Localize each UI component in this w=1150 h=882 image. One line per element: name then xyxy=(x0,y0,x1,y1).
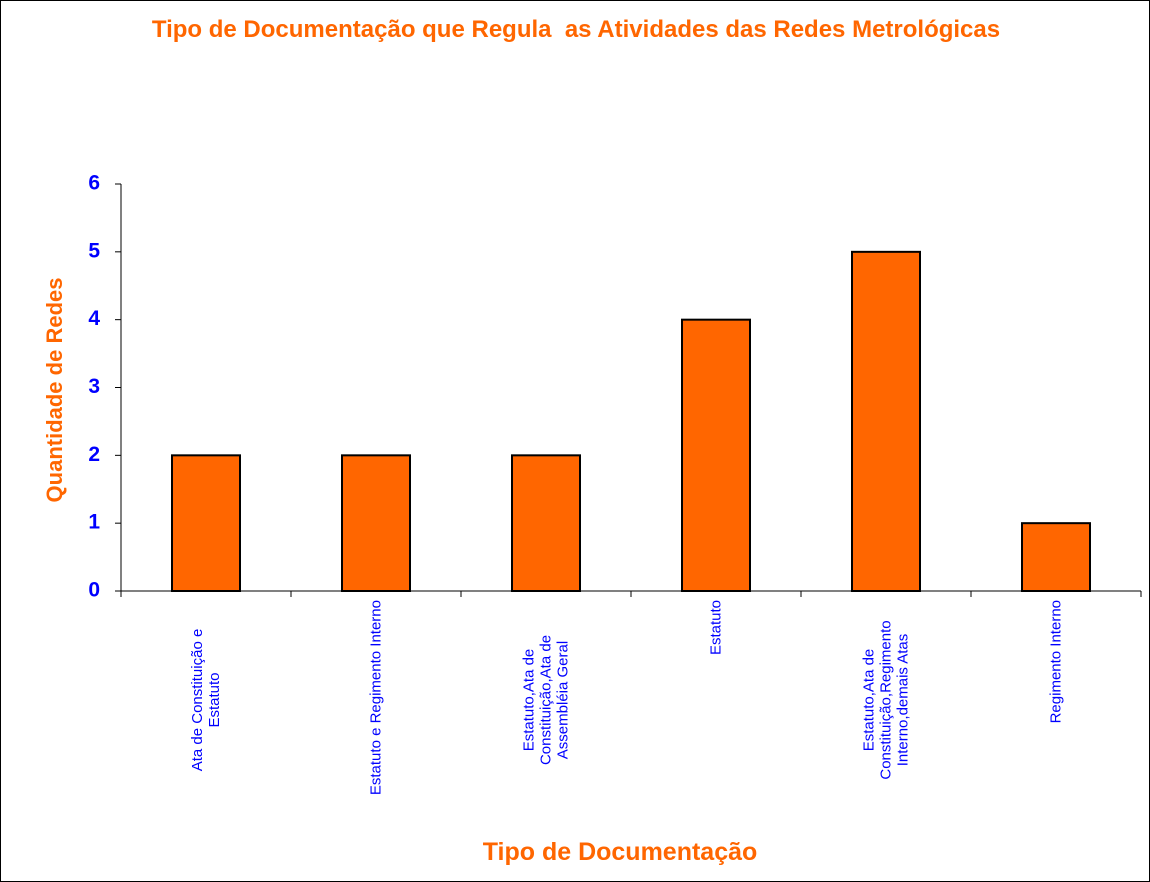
bar xyxy=(1021,522,1091,593)
x-tick-label: Estatuto,Ata de Constituição,Ata de Asse… xyxy=(520,634,572,766)
y-axis-label: Quantidade de Redes xyxy=(42,278,67,503)
y-tick-label: 4 xyxy=(88,307,100,330)
x-tick-label-wrap: Estatuto,Ata de Constituição,Regimento I… xyxy=(861,600,912,800)
y-tick-label: 3 xyxy=(88,375,100,398)
x-tick-label: Estatuto e Regimento Interno xyxy=(367,600,385,796)
x-tick-label-wrap: Estatuto,Ata de Constituição,Ata de Asse… xyxy=(521,600,572,800)
x-tick-label: Estatuto,Ata de Constituição,Regimento I… xyxy=(860,620,912,780)
x-tick-label: Ata de Constituição e Estatuto xyxy=(189,628,223,772)
y-tick-label: 1 xyxy=(88,511,100,534)
bar xyxy=(511,454,581,593)
x-tick-label-wrap: Estatuto e Regimento Interno xyxy=(368,600,385,800)
bar xyxy=(171,454,241,593)
y-tick-label: 6 xyxy=(88,172,100,195)
x-tick-label-wrap: Ata de Constituição e Estatuto xyxy=(189,600,223,800)
x-tick-label-wrap: Regimento Interno xyxy=(1048,600,1065,800)
bar xyxy=(851,250,921,592)
bar xyxy=(341,454,411,593)
x-tick-label: Regimento Interno xyxy=(1047,600,1065,724)
x-tick-label-wrap: Estatuto xyxy=(708,600,725,800)
chart-title: Tipo de Documentação que Regula as Ativi… xyxy=(151,16,1001,43)
y-tick-label: 2 xyxy=(88,443,100,466)
y-tick-label: 0 xyxy=(88,579,100,602)
bar xyxy=(681,318,751,592)
y-tick-label: 5 xyxy=(88,239,100,262)
x-tick-label: Estatuto xyxy=(707,600,725,656)
x-axis-label: Tipo de Documentação xyxy=(482,838,758,866)
